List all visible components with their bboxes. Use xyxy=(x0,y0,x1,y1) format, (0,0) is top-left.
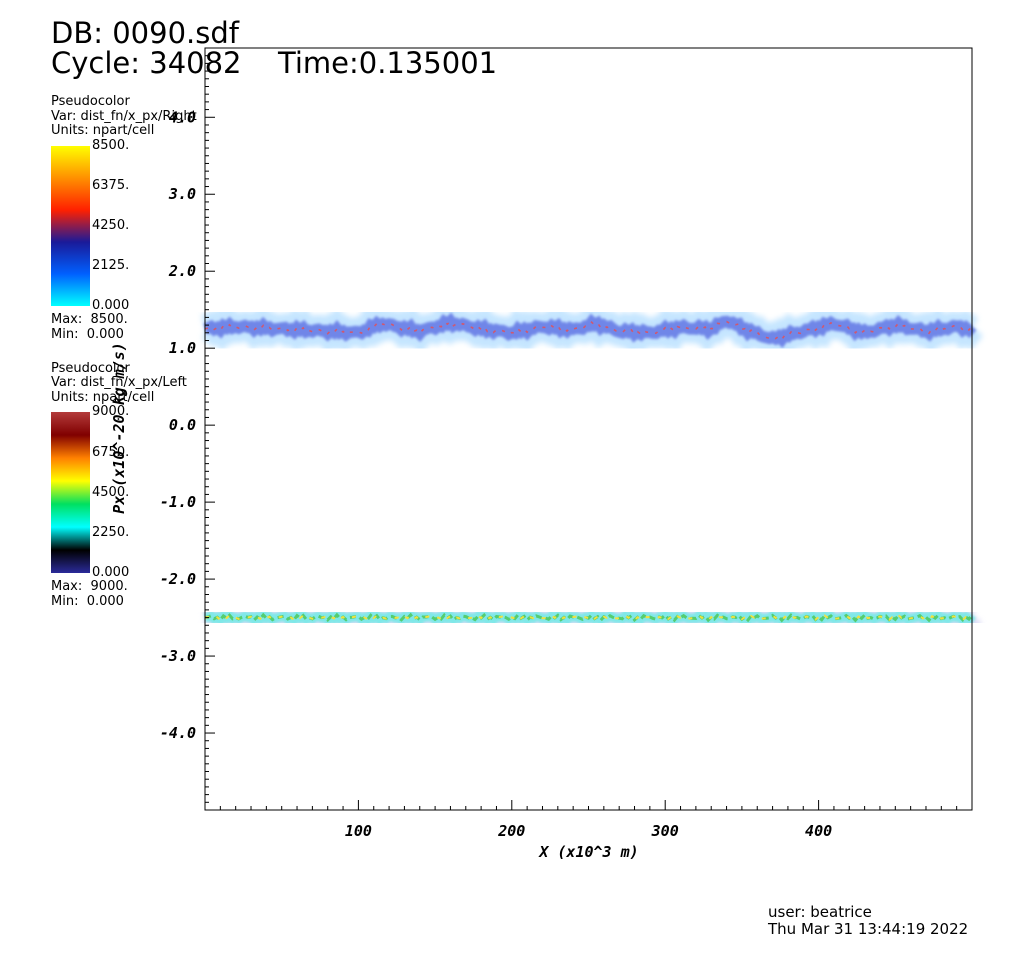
band-right xyxy=(201,299,983,362)
plot-frame xyxy=(204,47,973,811)
user-label: user: beatrice xyxy=(768,903,872,921)
legend-left-tick: 9000. xyxy=(92,404,130,419)
legend-right-var: Var: dist_fn/x_px/Right xyxy=(51,110,197,123)
legend-right-max: Max: 8500. xyxy=(51,312,128,327)
x-tick-label: 100 xyxy=(345,822,372,840)
legend-right-min: Min: 0.000 xyxy=(51,327,124,342)
legend-right-tick: 4250. xyxy=(92,218,130,233)
axis-ticks: -4.0 -3.0 -2.0 -1.0 0.0 1.0 2.0 3.0 4.0 100 200 300… xyxy=(160,47,958,840)
x-tick-label: 400 xyxy=(805,822,832,840)
y-tick-label: -1.0 xyxy=(160,493,196,511)
y-tick-label: -3.0 xyxy=(160,647,196,665)
band-left xyxy=(202,595,982,640)
y-tick-label: -4.0 xyxy=(160,724,196,742)
y-tick-label: 1.0 xyxy=(169,339,196,357)
legend-left-max: Max: 9000. xyxy=(51,579,128,594)
x-tick-label: 300 xyxy=(651,822,679,840)
legend-right-colorbar xyxy=(51,146,90,306)
cycle-label: Cycle: 34082 xyxy=(51,46,242,80)
y-axis-label: Px (x10^-20 kg m/s) xyxy=(110,342,128,514)
y-tick-label: 3.0 xyxy=(168,185,196,203)
band-right-body xyxy=(203,312,977,349)
legend-right-title: Pseudocolor xyxy=(51,94,130,109)
legend-left-min: Min: 0.000 xyxy=(51,594,124,609)
legend-left-tick: 2250. xyxy=(92,525,130,540)
band-left-core xyxy=(204,613,973,622)
legend-right-units: Units: npart/cell xyxy=(51,123,155,138)
x-tick-label: 200 xyxy=(497,822,525,840)
legend-left-colorbar xyxy=(51,412,90,573)
distribution-bands xyxy=(201,299,983,640)
y-tick-label: 2.0 xyxy=(168,262,196,280)
legend-left-title: Pseudocolor xyxy=(51,361,130,376)
y-tick-label: 0.0 xyxy=(169,416,196,434)
band-left-mid xyxy=(204,612,974,623)
x-axis-label: X (x10^3 m) xyxy=(537,843,638,861)
y-tick-label: 4.0 xyxy=(169,108,196,126)
y-tick-label: -2.0 xyxy=(160,570,196,588)
legend-right-tick: 8500. xyxy=(92,138,130,153)
date-label: Thu Mar 31 13:44:19 2022 xyxy=(768,920,969,938)
legend-left-tick: 6750. xyxy=(92,445,130,460)
legend-left-var: Var: dist_fn/x_px/Left xyxy=(51,375,187,390)
legend-right-tick: 6375. xyxy=(92,178,130,193)
legend-left-tick: 0.000 xyxy=(92,565,130,580)
time-label: Time:0.135001 xyxy=(278,46,498,80)
database-label: DB: 0090.sdf xyxy=(51,16,239,50)
legend-left-units: Units: npart/cell xyxy=(51,390,155,405)
legend-left-tick: 4500. xyxy=(92,485,130,500)
legend-right-tick: 2125. xyxy=(92,258,130,273)
legend-right-tick: 0.000 xyxy=(92,298,130,313)
